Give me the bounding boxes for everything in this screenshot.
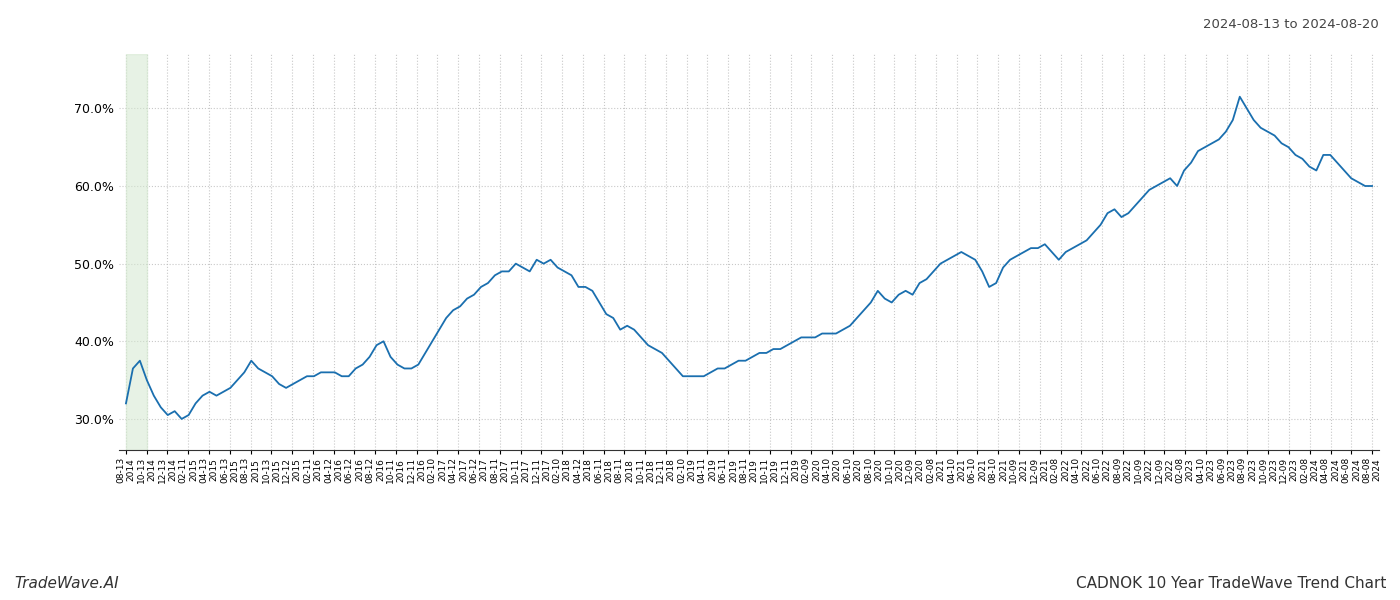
Text: 2024-08-13 to 2024-08-20: 2024-08-13 to 2024-08-20 — [1203, 18, 1379, 31]
Bar — [126, 54, 147, 450]
Text: TradeWave.AI: TradeWave.AI — [14, 576, 119, 591]
Text: CADNOK 10 Year TradeWave Trend Chart: CADNOK 10 Year TradeWave Trend Chart — [1075, 576, 1386, 591]
